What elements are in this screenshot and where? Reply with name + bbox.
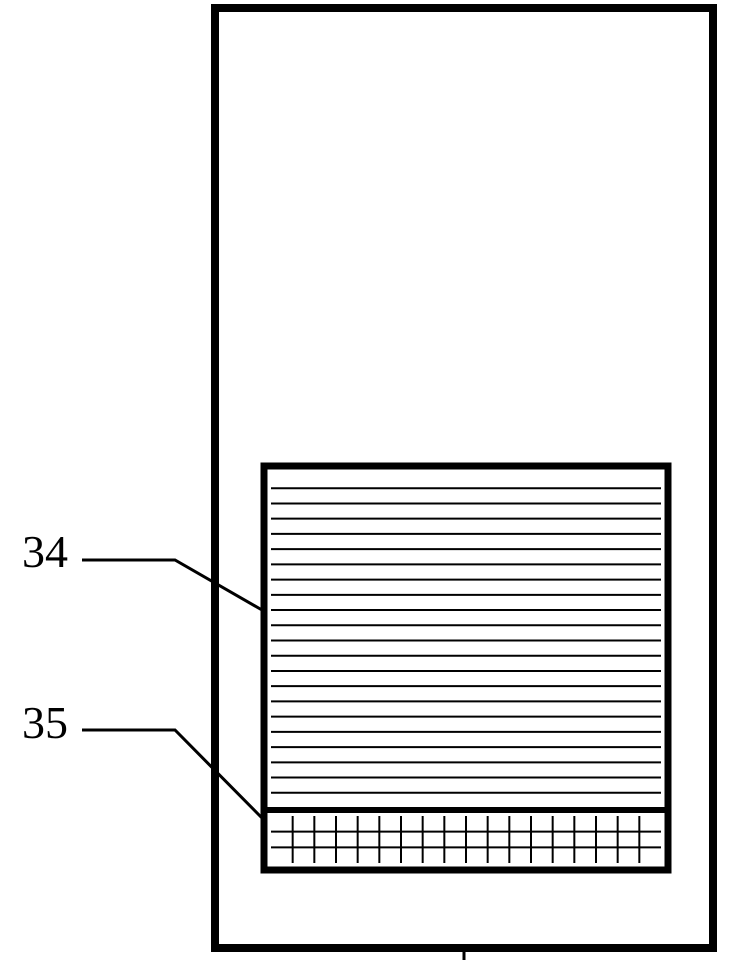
label-34: 34 [22,525,68,578]
label-35: 35 [22,696,68,749]
region-34-hatch [271,488,661,793]
diagram-svg [0,0,753,961]
leader-34 [82,560,262,610]
leader-35 [82,730,262,818]
